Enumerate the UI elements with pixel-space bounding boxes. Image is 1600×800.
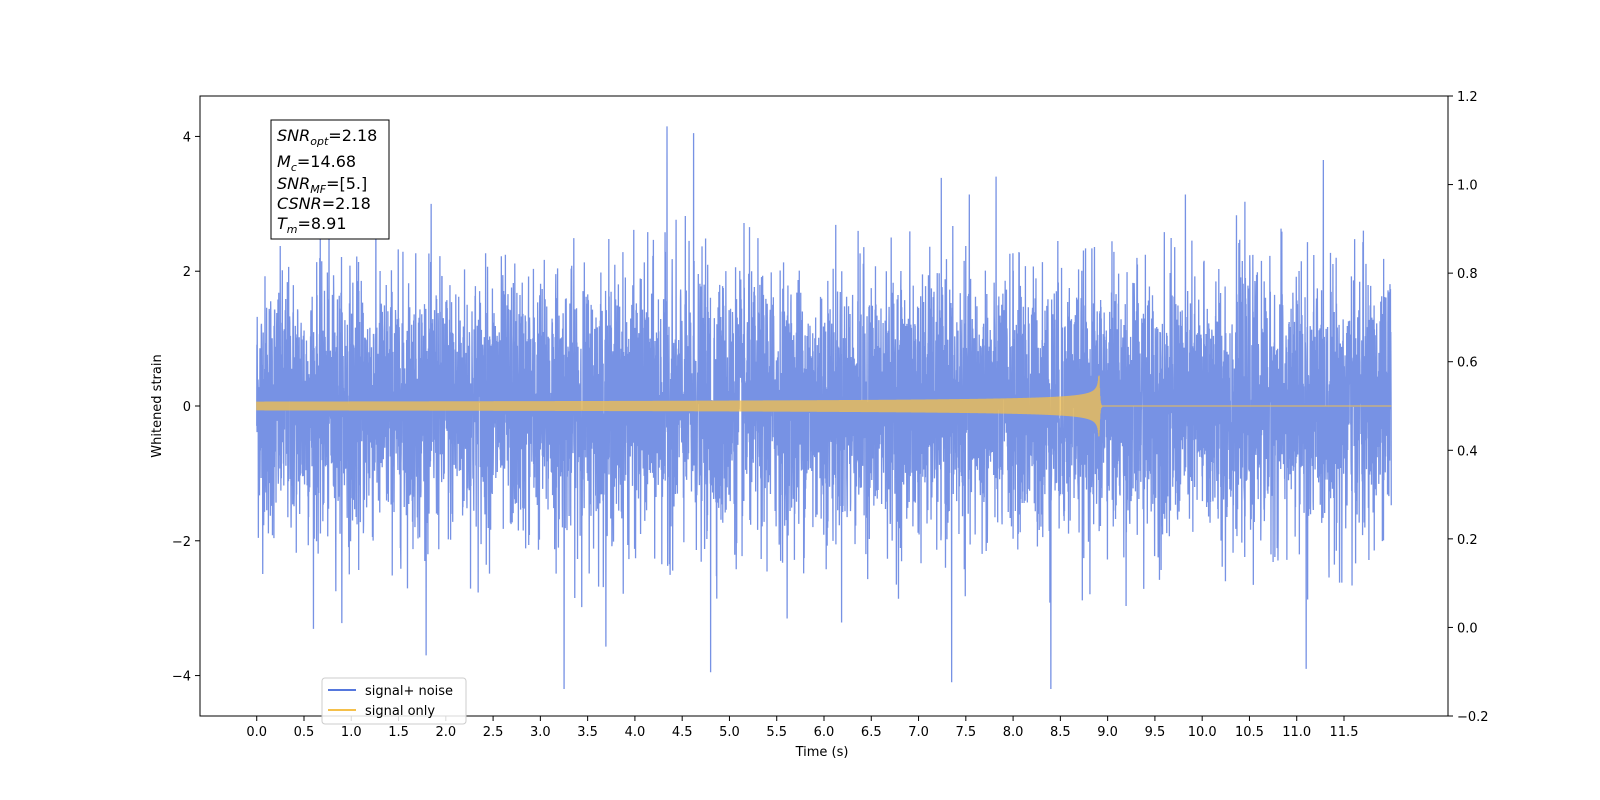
x-axis-label: Time (s) — [795, 745, 849, 760]
x-tick-label: 9.5 — [1145, 725, 1166, 740]
x-tick-label: 1.5 — [388, 725, 409, 740]
left-y-axis: 4 2 0 −2 −4 — [172, 130, 200, 685]
x-tick-label: 5.5 — [766, 725, 787, 740]
y2-tick-label: 0.0 — [1457, 621, 1478, 636]
plot-area — [256, 126, 1392, 690]
legend-frame — [321, 677, 467, 725]
legend-label-signal-noise: signal+ noise — [365, 684, 453, 699]
info-csnr: CSNR=2.18 — [277, 194, 371, 213]
y-tick-label: 2 — [183, 265, 191, 280]
x-tick-label: 10.0 — [1188, 725, 1217, 740]
legend-label-signal-only: signal only — [365, 704, 435, 719]
x-tick-label: 8.5 — [1050, 725, 1071, 740]
x-tick-label: 0.0 — [246, 725, 267, 740]
y-tick-label: −2 — [172, 535, 191, 550]
info-box-frame — [270, 119, 390, 240]
y2-tick-label: 0.6 — [1457, 356, 1478, 371]
x-tick-label: 2.5 — [483, 725, 504, 740]
signal-noise-series — [256, 126, 1392, 690]
x-tick-label: 7.0 — [908, 725, 929, 740]
y2-tick-label: 1.0 — [1457, 179, 1478, 194]
x-tick-label: 5.0 — [719, 725, 740, 740]
info-mc: Mc=14.68 — [277, 152, 356, 174]
x-tick-label: 0.5 — [294, 725, 315, 740]
x-tick-label: 6.5 — [861, 725, 882, 740]
right-y-axis: 1.2 1.0 0.8 0.6 0.4 0.2 0.0 −0.2 — [1448, 90, 1489, 725]
y2-tick-label: 1.2 — [1457, 90, 1478, 105]
y2-tick-label: 0.8 — [1457, 267, 1478, 282]
x-tick-label: 7.5 — [955, 725, 976, 740]
x-tick-label: 1.0 — [341, 725, 362, 740]
y-tick-label: 4 — [183, 130, 191, 145]
x-tick-label: 11.5 — [1330, 725, 1359, 740]
x-tick-label: 4.5 — [672, 725, 693, 740]
info-box: SNRopt=2.18 Mc=14.68 SNRMF=[5.] CSNR=2.1… — [270, 119, 390, 240]
signal-only-series — [256, 375, 1392, 437]
signal-noise-line — [256, 126, 1392, 690]
x-tick-label: 10.5 — [1235, 725, 1264, 740]
x-tick-label: 2.0 — [435, 725, 456, 740]
x-tick-label: 6.0 — [814, 725, 835, 740]
x-tick-label: 8.0 — [1003, 725, 1024, 740]
y2-tick-label: 0.2 — [1457, 533, 1478, 548]
x-tick-label: 9.0 — [1097, 725, 1118, 740]
x-tick-label: 4.0 — [625, 725, 646, 740]
info-snr-mf: SNRMF=[5.] — [277, 174, 367, 196]
x-tick-label: 11.0 — [1282, 725, 1311, 740]
signal-only-line — [256, 375, 1392, 437]
legend: signal+ noise signal only — [321, 677, 467, 725]
info-tm: Tm=8.91 — [277, 214, 347, 236]
info-snr-opt: SNRopt=2.18 — [277, 126, 377, 148]
x-axis: 0.0 0.5 1.0 1.5 2.0 2.5 3.0 3.5 4.0 4.5 5.0 5.5 6.0 6… — [246, 716, 1358, 740]
y-tick-label: −4 — [172, 670, 191, 685]
y2-tick-label: −0.2 — [1457, 710, 1489, 725]
y2-tick-label: 0.4 — [1457, 444, 1478, 459]
x-tick-label: 3.0 — [530, 725, 551, 740]
y-tick-label: 0 — [183, 400, 191, 415]
x-tick-label: 3.5 — [577, 725, 598, 740]
y-axis-label: Whitened strain — [150, 354, 165, 457]
